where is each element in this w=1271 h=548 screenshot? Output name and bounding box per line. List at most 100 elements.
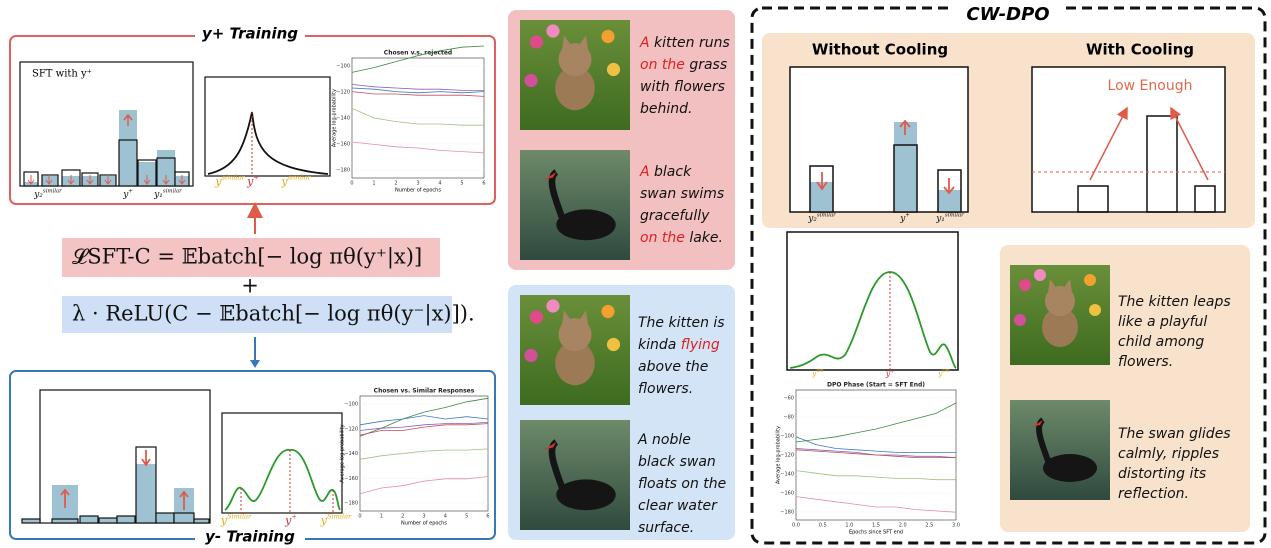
caption-line: kinda flying — [638, 337, 720, 353]
x-tick-label: 5 — [465, 514, 468, 520]
caption-segment: above the — [638, 359, 708, 375]
caption-line: on the lake. — [640, 230, 723, 246]
y-tick-label: −100 — [344, 402, 358, 408]
caption-segment: A — [639, 164, 650, 180]
caption-segment: reflection. — [1118, 486, 1189, 502]
label-sup: Similar — [227, 513, 252, 521]
axis-label: y+ — [246, 174, 259, 188]
caption-line: calmly, ripples — [1118, 446, 1219, 462]
x-axis-title: Number of epochs — [401, 521, 447, 527]
caption-segment: calmly, ripples — [1118, 446, 1219, 462]
y-tick-label: −160 — [780, 491, 794, 497]
axis-label: y₂similar — [33, 188, 62, 200]
label-base: y₂ — [33, 190, 43, 200]
caption-line: floats on the — [638, 476, 726, 492]
caption-segment: distorting its — [1118, 466, 1206, 482]
caption-line: A black — [639, 164, 692, 180]
caption-line: surface. — [638, 520, 694, 536]
annotation: Low Enough — [1108, 78, 1193, 94]
y-tick-label: −160 — [336, 142, 350, 148]
caption-line: gracefully — [640, 208, 710, 224]
caption-segment: The kitten leaps — [1118, 294, 1231, 310]
x-tick-label: 4 — [438, 181, 441, 187]
bar-shade — [80, 516, 98, 523]
flower — [530, 35, 543, 48]
caption-line: on the grass — [640, 57, 727, 73]
axis-label: ysimilar — [214, 174, 245, 188]
label-sup: similar — [222, 174, 246, 182]
caption-line: behind. — [640, 101, 692, 117]
caption-line: The kitten is — [638, 315, 725, 331]
swan-image — [520, 420, 630, 530]
x-tick-label: 0.0 — [792, 523, 800, 529]
caption-segment: A noble — [637, 432, 691, 448]
caption-segment: A — [639, 35, 650, 51]
caption-segment: clear water — [638, 498, 718, 514]
x-tick-label: 1 — [380, 514, 383, 520]
formula-line: λ · ReLU(C − 𝔼batch[− log πθ(y⁻|x)]). — [72, 302, 475, 327]
y-tick-label: −120 — [344, 426, 358, 432]
flower — [1019, 279, 1031, 291]
caption-line: flowers. — [1118, 354, 1173, 370]
swan-body — [556, 209, 615, 240]
label-sup: similar — [288, 174, 312, 182]
x-tick-label: 5 — [460, 181, 463, 187]
caption-segment: kinda — [638, 337, 681, 353]
axis-label: ySimilar — [220, 513, 252, 527]
y-tick-label: −120 — [336, 90, 350, 96]
y-tick-label: −160 — [344, 476, 358, 482]
caption-line: above the — [638, 359, 708, 375]
flower — [530, 310, 543, 323]
x-tick-label: 4 — [444, 514, 447, 520]
caption-segment: surface. — [638, 520, 694, 536]
axis-label: y+ — [122, 188, 133, 200]
axis-label: ySimilar — [320, 513, 352, 527]
panel-title: y- Training — [205, 528, 295, 546]
label-sup: similar — [43, 188, 62, 194]
bar-shade — [117, 516, 135, 523]
bar-shade — [99, 518, 117, 523]
caption-segment: The swan glides — [1118, 426, 1231, 442]
caption-line: A noble — [637, 432, 691, 448]
caption-segment: with flowers — [640, 79, 725, 95]
axis-label: ysim — [811, 368, 823, 378]
caption-segment: child among — [1118, 334, 1204, 350]
histogram-title: SFT with y⁺ — [32, 69, 92, 80]
flower — [524, 74, 537, 87]
caption-line: distorting its — [1118, 466, 1206, 482]
x-tick-label: 0 — [358, 514, 361, 520]
panel-title: y+ Training — [202, 25, 298, 43]
label-sup: + — [128, 188, 133, 194]
caption-line: clear water — [638, 498, 718, 514]
flower — [607, 63, 620, 76]
caption-segment: flowers. — [1118, 354, 1173, 370]
section-title: Without Cooling — [812, 41, 948, 59]
x-tick-label: 1.5 — [872, 523, 880, 529]
axis-label: ysim — [937, 368, 949, 378]
swan-image — [1010, 400, 1110, 500]
swan-body — [1043, 454, 1097, 482]
caption-segment: The kitten is — [638, 315, 725, 331]
caption-line: flowers. — [638, 381, 693, 397]
label-base: y₁ — [935, 214, 945, 224]
caption-line: reflection. — [1118, 486, 1189, 502]
y-tick-label: −80 — [783, 415, 794, 421]
flower — [546, 24, 559, 37]
label-sup: similar — [945, 212, 964, 218]
y-tick-label: −60 — [783, 396, 794, 402]
y-tick-label: −180 — [344, 501, 358, 507]
caption-line: black swan — [638, 454, 716, 470]
panel-title: CW-DPO — [966, 4, 1049, 25]
y-tick-label: −120 — [780, 453, 794, 459]
caption-segment: behind. — [640, 101, 692, 117]
plot-title: DPO Phase (Start = SFT End) — [827, 382, 925, 389]
flower — [607, 338, 620, 351]
caption-line: A kitten runs — [639, 35, 730, 51]
label-base: y₁ — [153, 190, 163, 200]
arrow-head — [250, 360, 260, 368]
swan-body — [556, 479, 615, 510]
caption-segment: like a playful — [1118, 314, 1207, 330]
x-tick-label: 2.5 — [925, 523, 933, 529]
axis-label: y₁similar — [153, 188, 182, 200]
label-sup: + — [890, 368, 894, 374]
